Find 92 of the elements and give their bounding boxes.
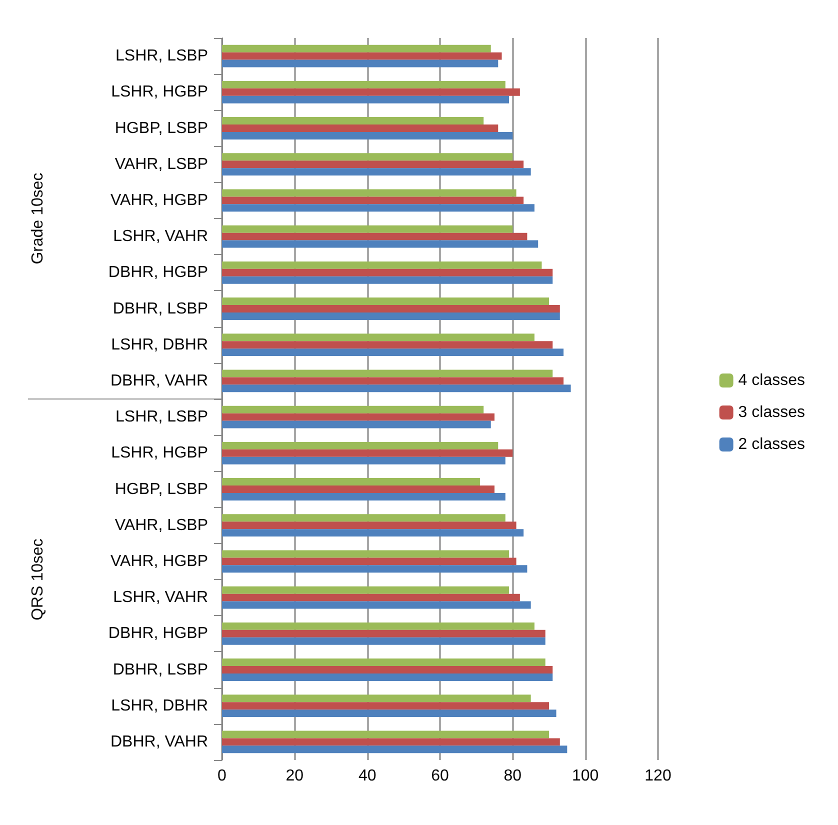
bar	[222, 492, 506, 500]
bar	[222, 261, 542, 269]
x-tick-label: 100	[572, 768, 599, 784]
bar	[222, 160, 524, 168]
bar	[222, 594, 520, 602]
bar	[222, 442, 498, 450]
bar	[222, 586, 510, 594]
bar	[222, 276, 553, 284]
y-tick-label: DBHR, VAHR	[110, 733, 208, 750]
text: Grade 10sec	[30, 172, 46, 264]
bar	[222, 153, 513, 161]
y-tick-label: VAHR, LSBP	[114, 156, 208, 173]
bar	[222, 550, 510, 558]
bar	[222, 189, 516, 197]
y-tick-label: LSHR, HGBP	[111, 444, 208, 462]
bar	[222, 52, 502, 60]
y-tick-label: HGBP, LSBP	[114, 120, 208, 137]
bar	[222, 702, 549, 710]
legend-label: 3 classes	[738, 404, 806, 421]
bar	[222, 420, 491, 428]
bar	[222, 232, 528, 240]
bar	[222, 406, 484, 414]
bar	[222, 413, 494, 421]
text: QRS 10sec	[30, 538, 46, 620]
bar	[222, 658, 546, 666]
legend-label: 2 classes	[738, 436, 806, 453]
bar	[222, 124, 498, 132]
y-tick-label: VAHR, HGBP	[110, 192, 208, 209]
bar	[222, 377, 564, 385]
bar	[222, 710, 556, 718]
bar	[222, 637, 546, 645]
x-tick-label: 60	[431, 768, 449, 784]
y-tick-label: DBHR, HGBP	[108, 625, 208, 642]
bar	[222, 630, 546, 638]
bar	[222, 80, 506, 88]
y-tick-label: HGBP, LSBP	[114, 480, 208, 498]
bar	[222, 486, 494, 493]
bar	[222, 204, 534, 212]
y-tick-label: DBHR, HGBP	[108, 264, 208, 282]
bar	[222, 730, 549, 738]
y-tick-label: LSHR, LSBP	[116, 48, 208, 65]
bar	[222, 565, 528, 573]
bar	[222, 334, 534, 342]
y-tick-label: VAHR, LSBP	[114, 516, 208, 534]
x-tick-label: 20	[286, 768, 304, 784]
bar	[222, 240, 538, 248]
y-tick-label: LSHR, VAHR	[113, 589, 208, 606]
legend-label: 4 classes	[738, 372, 806, 389]
bar	[222, 60, 498, 68]
y-tick-label: LSHR, LSBP	[116, 408, 208, 426]
bar	[222, 622, 534, 630]
y-tick-label: DBHR, VAHR	[110, 372, 208, 390]
bar	[222, 456, 506, 464]
x-tick-label: 80	[504, 768, 522, 784]
y-tick-label: LSHR, DBHR	[111, 697, 208, 714]
bar	[222, 746, 568, 754]
bar	[222, 225, 513, 233]
x-tick-label: 120	[644, 768, 672, 784]
bar	[222, 88, 520, 96]
bar	[222, 738, 560, 746]
bar	[222, 529, 524, 537]
bar	[222, 522, 516, 530]
bar	[222, 268, 553, 276]
y-tick-label: LSHR, DBHR	[111, 336, 208, 354]
bar	[222, 558, 516, 566]
bar	[222, 44, 491, 52]
bar	[222, 117, 484, 125]
y-tick-label: DBHR, LSBP	[112, 661, 208, 678]
y-tick-label: LSHR, HGBP	[111, 84, 208, 101]
bar	[222, 673, 553, 681]
bar	[222, 298, 549, 306]
bar	[222, 341, 553, 349]
bar	[222, 305, 560, 312]
y-tick-label: LSHR, VAHR	[113, 228, 208, 246]
bar	[222, 370, 553, 378]
bar	[222, 96, 510, 104]
bar	[222, 196, 524, 204]
bar	[222, 449, 513, 457]
bar	[222, 666, 553, 674]
y-tick-label: DBHR, LSBP	[112, 300, 208, 318]
bar	[222, 514, 506, 522]
bar	[222, 168, 531, 176]
bar	[222, 348, 564, 356]
bar	[222, 312, 560, 320]
x-tick-label: 40	[358, 768, 376, 784]
bar	[222, 132, 513, 140]
bar	[222, 384, 571, 392]
bar	[222, 694, 531, 702]
bar	[222, 478, 480, 486]
y-tick-label: VAHR, HGBP	[110, 552, 208, 570]
x-tick-label: 0	[218, 768, 227, 784]
bar	[222, 601, 531, 609]
